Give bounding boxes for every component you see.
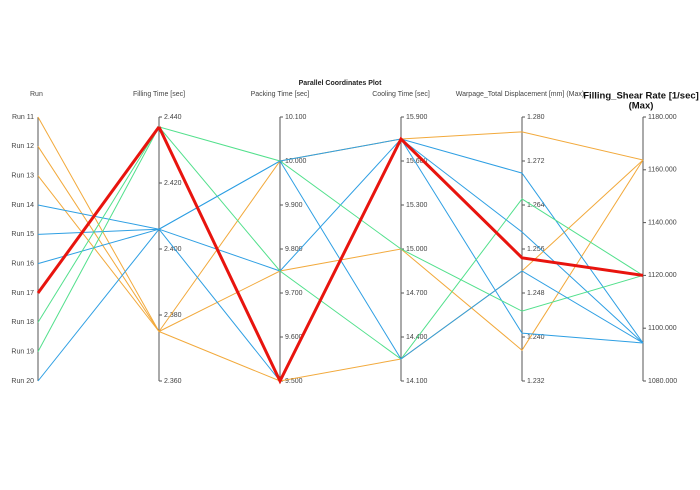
run-link[interactable]: [37, 204, 160, 230]
run-link[interactable]: [37, 126, 160, 323]
tick-label: 15.000: [406, 246, 428, 253]
axis-title: Run: [30, 91, 43, 98]
run-label[interactable]: Run 16: [11, 261, 34, 268]
run-label[interactable]: Run 14: [11, 202, 34, 209]
tick-label: 15.900: [406, 114, 428, 121]
run-label[interactable]: Run 13: [11, 173, 34, 180]
tick-label: 2.420: [164, 180, 182, 187]
tick-label: 2.380: [164, 312, 182, 319]
tick-label: 14.100: [406, 378, 428, 385]
axis-title: Filling Time [sec]: [133, 91, 185, 98]
series-line[interactable]: [158, 126, 644, 312]
tick-label: 9.600: [285, 334, 303, 341]
tick-label: 1080.000: [648, 378, 677, 385]
series-line[interactable]: [157, 126, 644, 385]
axis-title: Filling_Shear Rate [1/sec]: [583, 91, 699, 102]
run-link[interactable]: [37, 228, 160, 235]
tick-label: 2.400: [164, 246, 182, 253]
tick-label: 9.500: [285, 378, 303, 385]
tick-label: 1180.000: [648, 114, 677, 121]
tick-label: 1.248: [527, 290, 545, 297]
run-link[interactable]: [37, 175, 160, 332]
run-link[interactable]: [37, 228, 160, 382]
run-label[interactable]: Run 19: [11, 349, 34, 356]
tick-label: 1.264: [527, 202, 545, 209]
tick-label: 1.256: [527, 246, 545, 253]
chart-title: Parallel Coordinates Plot: [299, 80, 383, 87]
axis-title: (Max): [629, 101, 654, 112]
tick-label: 14.700: [406, 290, 428, 297]
run-link[interactable]: [37, 126, 160, 352]
tick-label: 1120.000: [648, 272, 677, 279]
tick-label: 9.900: [285, 202, 303, 209]
tick-label: 10.100: [285, 114, 307, 121]
axis-title: Packing Time [sec]: [251, 91, 310, 98]
tick-label: 9.800: [285, 246, 303, 253]
series-line[interactable]: [158, 160, 644, 360]
tick-label: 1100.000: [648, 325, 677, 332]
tick-label: 2.440: [164, 114, 182, 121]
tick-label: 1.240: [527, 334, 545, 341]
run-link[interactable]: [37, 228, 160, 265]
tick-label: 10.000: [285, 158, 307, 165]
tick-label: 2.360: [164, 378, 182, 385]
axis-title: Cooling Time [sec]: [372, 91, 430, 98]
tick-label: 15.300: [406, 202, 428, 209]
tick-label: 15.600: [406, 158, 428, 165]
run-label[interactable]: Run 11: [12, 114, 34, 121]
tick-label: 1.232: [527, 378, 545, 385]
run-link[interactable]: [36, 126, 161, 294]
tick-label: 1.272: [527, 158, 545, 165]
run-label[interactable]: Run 17: [11, 290, 34, 297]
tick-label: 9.700: [285, 290, 303, 297]
tick-label: 1160.000: [648, 167, 677, 174]
run-label[interactable]: Run 18: [11, 319, 34, 326]
run-label[interactable]: Run 15: [11, 231, 34, 238]
axis-title: Warpage_Total Displacement [mm] (Max): [456, 91, 585, 98]
run-label[interactable]: Run 20: [11, 378, 34, 385]
tick-label: 1.280: [527, 114, 545, 121]
run-label[interactable]: Run 12: [11, 143, 34, 150]
tick-label: 1140.000: [648, 219, 677, 226]
